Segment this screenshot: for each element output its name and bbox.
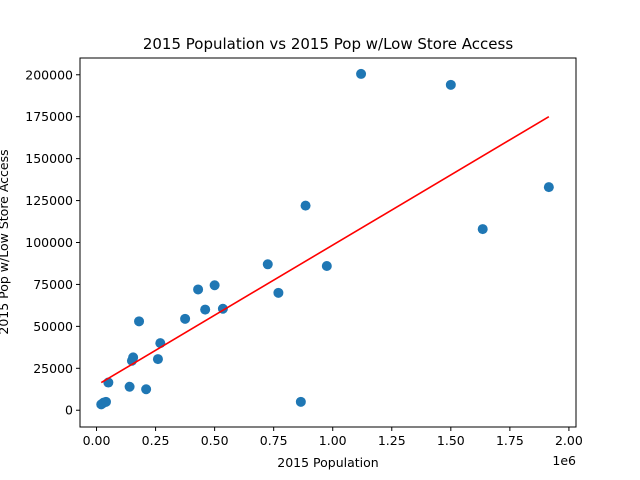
data-point [134,316,145,327]
x-tick-label: 2.00 [555,433,583,448]
data-point [100,396,111,407]
y-tick-label: 50000 [33,319,73,334]
y-tick-label: 0 [65,403,73,418]
y-tick-label: 200000 [25,67,73,82]
y-tick-label: 25000 [33,361,73,376]
x-tick-label: 0.00 [83,433,111,448]
data-point [295,396,306,407]
y-tick-label: 175000 [25,109,73,124]
x-tick-label: 0.25 [142,433,170,448]
x-tick-label: 0.75 [260,433,288,448]
data-point [300,200,311,211]
data-point [262,259,273,270]
x-tick-label: 1.00 [319,433,347,448]
y-tick-label: 150000 [25,151,73,166]
plot-area [79,57,577,428]
y-tick-label: 100000 [25,235,73,250]
data-layer [96,68,554,410]
x-tick-label: 0.50 [201,433,229,448]
y-axis-label: 2015 Pop w/Low Store Access [0,149,11,334]
data-point [180,313,191,324]
trendline [100,116,550,384]
y-tick-label: 75000 [33,277,73,292]
data-point [200,304,211,315]
data-point [273,287,284,298]
y-tick-label: 125000 [25,193,73,208]
chart-title: 2015 Population vs 2015 Pop w/Low Store … [143,35,513,53]
data-point [209,280,220,291]
data-point [445,79,456,90]
data-point [193,284,204,295]
x-tick-label: 1.75 [496,433,524,448]
plot-frame [79,57,577,428]
x-offset-label: 1e6 [552,453,576,468]
data-point [321,260,332,271]
data-point [152,354,163,365]
x-axis: 0.00 0.25 0.50 0.75 1.00 1.25 1.50 1.75 2.00 [83,427,583,448]
data-point [543,182,554,193]
data-point [128,352,139,363]
x-axis-label: 2015 Population [277,455,378,470]
data-point [141,384,152,395]
y-axis: 0 25000 50000 75000 100000 125000 150000 175000… [25,67,80,418]
data-point [356,68,367,79]
x-tick-label: 1.25 [378,433,406,448]
x-tick-label: 1.50 [437,433,465,448]
data-point [124,381,135,392]
data-point [477,224,488,235]
